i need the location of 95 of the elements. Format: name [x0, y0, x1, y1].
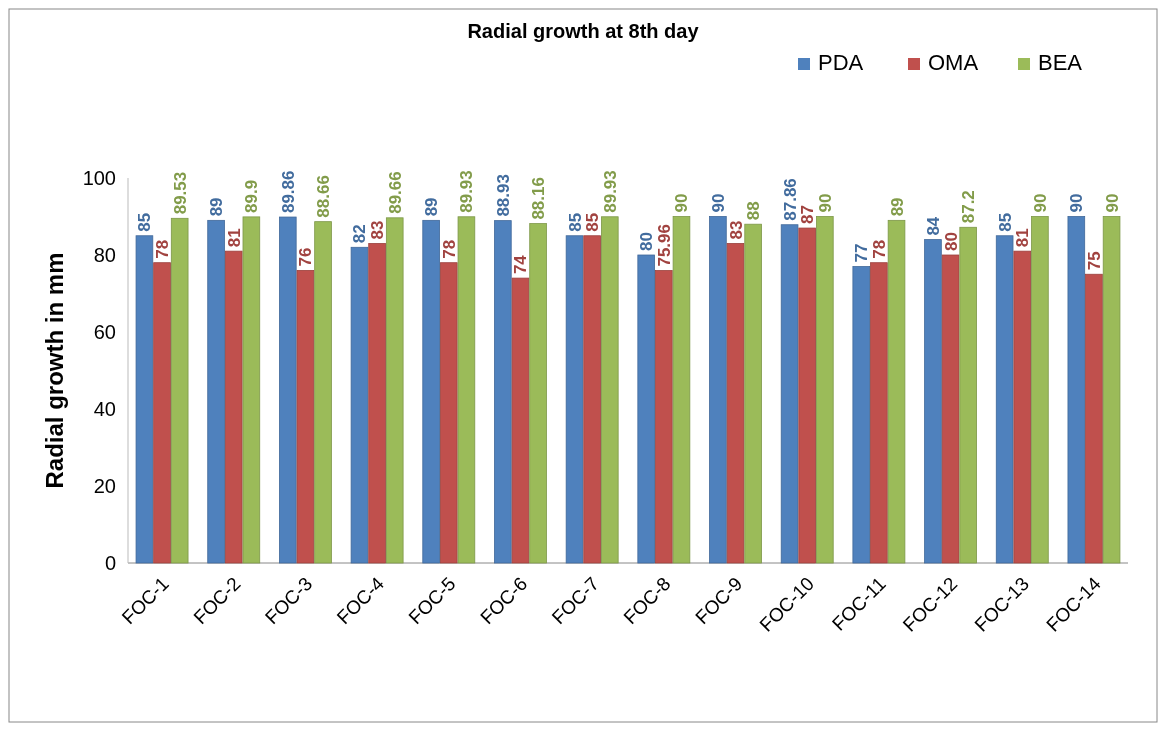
bar — [655, 270, 673, 564]
legend-label: OMA — [928, 50, 979, 75]
bar — [565, 235, 584, 564]
data-label: 78 — [439, 239, 459, 259]
data-label: 88.16 — [529, 177, 549, 220]
bar — [941, 254, 960, 564]
data-label: 85 — [995, 212, 1015, 232]
bar — [224, 250, 243, 564]
data-label: 76 — [296, 247, 316, 267]
data-label: 90 — [815, 193, 835, 213]
data-label: 78 — [153, 239, 173, 259]
data-label: 89 — [207, 197, 227, 217]
bar — [798, 227, 816, 564]
bar — [135, 235, 154, 564]
data-label: 89.93 — [600, 170, 620, 213]
bar — [924, 239, 942, 564]
bar — [279, 216, 297, 564]
data-label: 83 — [368, 220, 388, 240]
chart-title: Radial growth at 8th day — [467, 20, 700, 42]
y-tick-label: 100 — [82, 167, 116, 189]
bar — [601, 216, 619, 564]
bar — [816, 216, 834, 564]
bar — [296, 270, 315, 564]
data-label: 83 — [726, 220, 746, 240]
bar — [350, 246, 369, 564]
bar — [1085, 273, 1103, 564]
bar — [583, 235, 601, 564]
data-label: 85 — [135, 212, 155, 232]
bar — [1013, 250, 1032, 564]
data-label: 89.53 — [170, 171, 190, 215]
data-label: 80 — [941, 232, 961, 251]
bar — [870, 262, 888, 564]
data-label: 81 — [224, 228, 244, 248]
bar — [726, 243, 745, 564]
bar — [368, 243, 386, 564]
bar — [672, 216, 691, 564]
legend-label: PDA — [818, 50, 864, 75]
data-label: 80 — [637, 232, 657, 251]
y-tick-label: 0 — [104, 552, 116, 574]
data-label: 89 — [887, 197, 907, 217]
y-axis-title: Radial growth in mm — [41, 252, 68, 489]
data-label: 75 — [1084, 251, 1104, 271]
data-label: 90 — [1030, 193, 1050, 213]
bar — [242, 216, 261, 564]
bar — [511, 277, 530, 564]
bar — [1031, 216, 1049, 564]
bar — [709, 216, 727, 564]
data-label: 90 — [708, 193, 728, 213]
bar — [422, 219, 440, 564]
data-label: 88.93 — [493, 174, 513, 217]
data-label: 89.93 — [457, 170, 477, 213]
data-label: 78 — [869, 239, 889, 259]
y-tick-label: 80 — [93, 244, 116, 266]
bar — [637, 254, 655, 564]
bar — [457, 216, 476, 564]
bar — [385, 217, 404, 564]
data-label: 77 — [852, 243, 872, 263]
bar — [887, 219, 906, 564]
data-label: 85 — [565, 212, 585, 232]
bar — [440, 262, 458, 564]
bar — [1102, 216, 1121, 564]
bar — [529, 223, 547, 564]
data-label: 75.96 — [654, 224, 674, 267]
bar — [170, 217, 189, 564]
legend-label: BEA — [1038, 50, 1083, 75]
data-label: 90 — [1102, 193, 1122, 213]
bar — [744, 223, 762, 564]
data-label: 74 — [511, 254, 531, 275]
data-label: 89.86 — [278, 170, 298, 214]
data-label: 89.9 — [242, 179, 262, 213]
bar — [995, 235, 1014, 564]
bar — [959, 226, 977, 564]
y-tick-label: 40 — [93, 398, 116, 420]
bar — [207, 219, 225, 564]
data-label: 90 — [672, 193, 692, 213]
data-label: 89 — [422, 197, 442, 217]
bar — [494, 220, 512, 564]
bar — [852, 266, 871, 564]
data-label: 90 — [1067, 193, 1087, 213]
data-label: 89.66 — [385, 171, 405, 214]
y-tick-label: 20 — [93, 475, 116, 497]
data-label: 88.66 — [314, 175, 334, 218]
data-label: 87.86 — [780, 178, 800, 221]
data-label: 81 — [1013, 228, 1033, 248]
data-label: 82 — [350, 224, 370, 244]
bar — [1067, 216, 1086, 564]
bar — [780, 224, 799, 564]
data-label: 84 — [923, 216, 943, 236]
bar — [153, 262, 171, 564]
data-label: 85 — [583, 212, 603, 232]
data-label: 88 — [744, 201, 764, 221]
bar — [314, 221, 332, 564]
data-label: 87 — [798, 205, 818, 225]
y-tick-label: 60 — [93, 321, 116, 343]
data-label: 87.2 — [959, 190, 979, 224]
